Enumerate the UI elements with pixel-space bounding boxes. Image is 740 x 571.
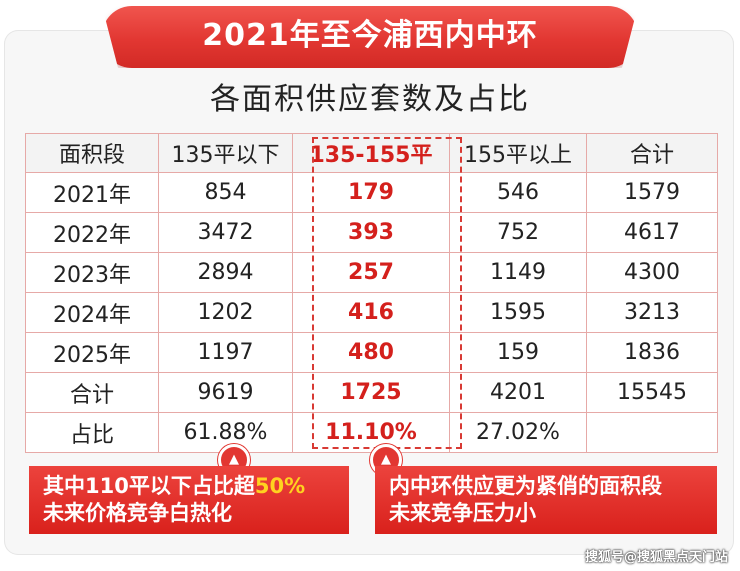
table-cell-highlight: 179 — [292, 172, 450, 213]
table-title: 各面积供应套数及占比 — [210, 82, 530, 117]
table-cell: 9619 — [158, 372, 293, 413]
callout-right-line1: 内中环供应更为紧俏的面积段 — [389, 474, 662, 498]
table-cell: 2021年 — [25, 172, 159, 213]
table-cell: 2022年 — [25, 212, 159, 253]
table-cell: 2025年 — [25, 332, 159, 373]
table-cell: 1149 — [449, 252, 587, 293]
table-cell: 1197 — [158, 332, 293, 373]
table-cell: 占比 — [25, 412, 159, 453]
table-cell: 2024年 — [25, 292, 159, 333]
header-cell: 155平以上 — [449, 133, 587, 173]
table-cell: 4300 — [586, 252, 718, 293]
table-cell: 4201 — [449, 372, 587, 413]
header-cell: 合计 — [586, 133, 718, 173]
table-cell: 15545 — [586, 372, 718, 413]
table-cell-highlight: 416 — [292, 292, 450, 333]
title-banner — [102, 6, 638, 68]
table-cell — [586, 412, 718, 453]
table-row: 2025年 1197 480 159 1836 — [25, 332, 718, 373]
table-header-row: 面积段 135平以下 135-155平 155平以上 合计 — [25, 133, 718, 173]
table-cell-highlight: 1725 — [292, 372, 450, 413]
table-cell: 3472 — [158, 212, 293, 253]
table-cell: 1836 — [586, 332, 718, 373]
table-cell: 854 — [158, 172, 293, 213]
table-row: 2023年 2894 257 1149 4300 — [25, 252, 718, 293]
header-cell-highlight: 135-155平 — [292, 133, 450, 173]
header-cell: 135平以下 — [158, 133, 293, 173]
table-cell: 1595 — [449, 292, 587, 333]
table-row: 2024年 1202 416 1595 3213 — [25, 292, 718, 333]
table-cell: 159 — [449, 332, 587, 373]
table-cell: 3213 — [586, 292, 718, 333]
callout-left-line1: 其中110平以下占比超50% — [43, 474, 306, 498]
watermark: 搜狐号@搜狐黑点天门站 — [584, 550, 728, 565]
table-cell: 2023年 — [25, 252, 159, 293]
table-cell: 2894 — [158, 252, 293, 293]
table-row-share: 占比 61.88% 11.10% 27.02% — [25, 412, 718, 453]
table-cell-highlight: 480 — [292, 332, 450, 373]
supply-table: 面积段 135平以下 135-155平 155平以上 合计 2021年 854 … — [25, 133, 718, 453]
table-cell-highlight: 257 — [292, 252, 450, 293]
table-row: 2022年 3472 393 752 4617 — [25, 212, 718, 253]
header-cell: 面积段 — [25, 133, 159, 173]
callout-left-line2: 未来价格竞争白热化 — [43, 501, 232, 525]
table-cell: 1202 — [158, 292, 293, 333]
callout-accent: 50% — [254, 474, 306, 498]
table-cell: 4617 — [586, 212, 718, 253]
table-row: 2021年 854 179 546 1579 — [25, 172, 718, 213]
table-cell: 752 — [449, 212, 587, 253]
table-cell-highlight: 11.10% — [292, 412, 450, 453]
table-row-total: 合计 9619 1725 4201 15545 — [25, 372, 718, 413]
callout-right: 内中环供应更为紧俏的面积段 未来竞争压力小 — [375, 466, 717, 534]
table-cell: 546 — [449, 172, 587, 213]
table-cell: 1579 — [586, 172, 718, 213]
banner-title: 2021年至今浦西内中环 — [202, 18, 538, 53]
table-cell-highlight: 393 — [292, 212, 450, 253]
table-cell: 27.02% — [449, 412, 587, 453]
table-cell: 合计 — [25, 372, 159, 413]
callout-left: 其中110平以下占比超50% 未来价格竞争白热化 — [29, 466, 349, 534]
callout-right-line2: 未来竞争压力小 — [389, 501, 536, 525]
